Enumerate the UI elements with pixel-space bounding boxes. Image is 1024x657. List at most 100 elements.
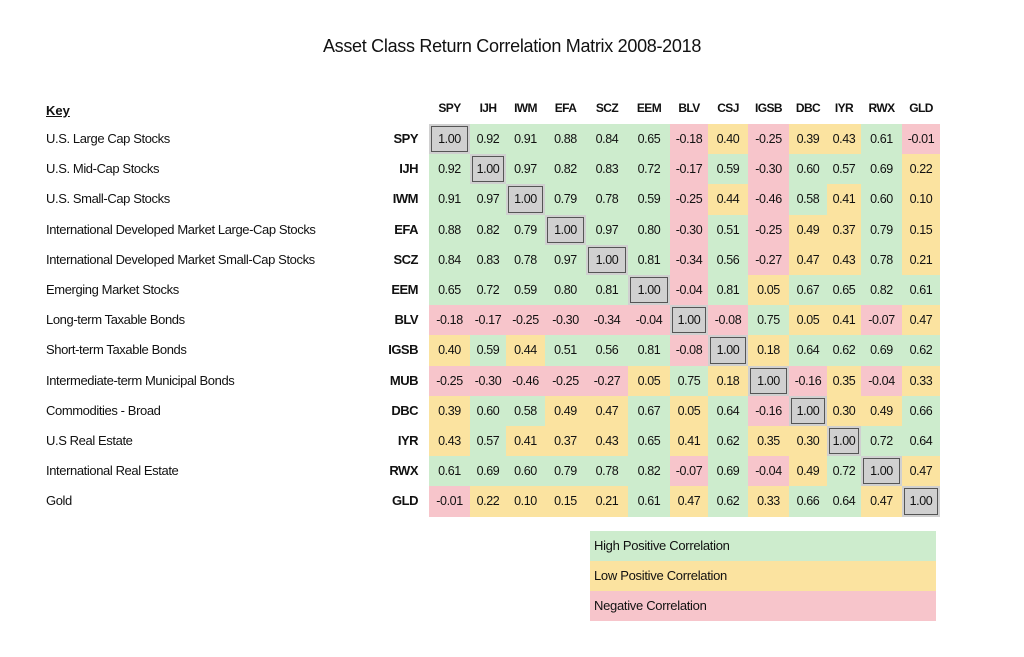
matrix-cell: 0.44	[506, 335, 545, 366]
column-header-igsb: IGSB	[755, 101, 783, 115]
matrix-cell: 0.33	[748, 486, 789, 517]
matrix-cell: 0.72	[628, 154, 670, 184]
matrix-cell: 0.72	[861, 426, 902, 456]
matrix-cell: 0.05	[789, 305, 827, 335]
matrix-cell: -0.27	[586, 366, 628, 396]
row-label: International Developed Market Small-Cap…	[46, 252, 315, 267]
matrix-cell: -0.46	[748, 184, 789, 215]
column-header-efa: EFA	[554, 101, 577, 115]
matrix-cell: -0.25	[506, 305, 545, 335]
matrix-cell: 0.05	[628, 366, 670, 396]
matrix-cell: -0.04	[861, 366, 902, 396]
matrix-cell: -0.16	[748, 396, 789, 426]
matrix-cell: -0.46	[506, 366, 545, 396]
row-code-iwm: IWM	[392, 191, 419, 206]
column-header-spy: SPY	[438, 101, 461, 115]
column-header-rwx: RWX	[868, 101, 896, 115]
matrix-cell: 0.79	[506, 215, 545, 245]
column-header-gld: GLD	[909, 101, 933, 115]
column-header-eem: EEM	[636, 101, 662, 115]
matrix-cell: 0.72	[470, 275, 506, 305]
diagonal-cell: 1.00	[827, 426, 861, 456]
matrix-cell: 0.10	[902, 184, 940, 215]
matrix-cell: 0.64	[902, 426, 940, 456]
row-code-ijh: IJH	[399, 161, 418, 176]
matrix-cell: 0.82	[861, 275, 902, 305]
matrix-cell: 0.47	[861, 486, 902, 517]
matrix-cell: -0.18	[670, 124, 708, 154]
matrix-cell: 0.61	[902, 275, 940, 305]
matrix-cell: 0.59	[506, 275, 545, 305]
matrix-cell: 0.64	[827, 486, 861, 517]
column-header-blv: BLV	[678, 101, 700, 115]
row-label: U.S. Large Cap Stocks	[46, 131, 170, 146]
matrix-cell: 0.58	[506, 396, 545, 426]
column-header-csj: CSJ	[717, 101, 739, 115]
diagonal-cell: 1.00	[670, 305, 708, 335]
matrix-cell: 0.60	[861, 184, 902, 215]
matrix-cell: 0.79	[545, 456, 586, 486]
matrix-cell: 0.49	[861, 396, 902, 426]
matrix-cell: 0.60	[789, 154, 827, 184]
matrix-cell: 0.05	[748, 275, 789, 305]
matrix-cell: 0.80	[545, 275, 586, 305]
chart-title: Asset Class Return Correlation Matrix 20…	[322, 36, 702, 56]
matrix-cell: 0.22	[470, 486, 506, 517]
matrix-cell: 0.64	[708, 396, 748, 426]
matrix-cell: 0.58	[789, 184, 827, 215]
matrix-cell: 0.60	[506, 456, 545, 486]
matrix-cell: -0.01	[429, 486, 470, 517]
row-code-blv: BLV	[394, 312, 418, 327]
matrix-cell: 0.81	[586, 275, 628, 305]
matrix-cell: -0.25	[670, 184, 708, 215]
row-code-gld: GLD	[392, 493, 418, 508]
matrix-cell: -0.01	[902, 124, 940, 154]
matrix-cell: 0.10	[506, 486, 545, 517]
matrix-cell: 0.82	[470, 215, 506, 245]
matrix-cell: 0.15	[902, 215, 940, 245]
legend-negative: Negative Correlation	[590, 591, 936, 621]
matrix-cell: -0.08	[708, 305, 748, 335]
row-label: International Developed Market Large-Cap…	[46, 222, 316, 237]
matrix-cell: 0.82	[545, 154, 586, 184]
matrix-cell: -0.30	[470, 366, 506, 396]
matrix-cell: 0.56	[708, 245, 748, 275]
matrix-cell: 0.59	[470, 335, 506, 366]
matrix-cell: 0.40	[429, 335, 470, 366]
matrix-cell: 0.37	[827, 215, 861, 245]
matrix-cell: 0.69	[861, 154, 902, 184]
matrix-cell: 0.81	[708, 275, 748, 305]
matrix-cell: 0.47	[586, 396, 628, 426]
matrix-cell: 0.30	[789, 426, 827, 456]
matrix-cell: 0.78	[506, 245, 545, 275]
matrix-cell: -0.04	[628, 305, 670, 335]
row-label: Intermediate-term Municipal Bonds	[46, 373, 235, 388]
matrix-cell: 0.35	[827, 366, 861, 396]
matrix-cell: 0.57	[470, 426, 506, 456]
matrix-cell: 0.49	[789, 215, 827, 245]
matrix-cell: -0.18	[429, 305, 470, 335]
matrix-cell: -0.27	[748, 245, 789, 275]
legend-low-positive: Low Positive Correlation	[590, 561, 936, 591]
matrix-cell: 0.83	[586, 154, 628, 184]
row-label: Long-term Taxable Bonds	[46, 312, 185, 327]
matrix-cell: 0.51	[545, 335, 586, 366]
matrix-cell: 0.62	[708, 486, 748, 517]
diagonal-cell: 1.00	[506, 184, 545, 215]
diagonal-cell: 1.00	[545, 215, 586, 245]
row-code-dbc: DBC	[391, 403, 418, 418]
column-header-iyr: IYR	[834, 101, 854, 115]
matrix-cell: 0.78	[586, 184, 628, 215]
column-header-dbc: DBC	[795, 101, 821, 115]
matrix-cell: 0.43	[586, 426, 628, 456]
matrix-cell: 0.78	[586, 456, 628, 486]
matrix-cell: 0.81	[628, 245, 670, 275]
matrix-cell: 0.61	[429, 456, 470, 486]
matrix-cell: 0.65	[628, 124, 670, 154]
matrix-cell: -0.04	[748, 456, 789, 486]
matrix-cell: 0.82	[628, 456, 670, 486]
matrix-cell: -0.30	[545, 305, 586, 335]
diagonal-cell: 1.00	[628, 275, 670, 305]
matrix-cell: -0.25	[429, 366, 470, 396]
matrix-cell: 0.67	[628, 396, 670, 426]
